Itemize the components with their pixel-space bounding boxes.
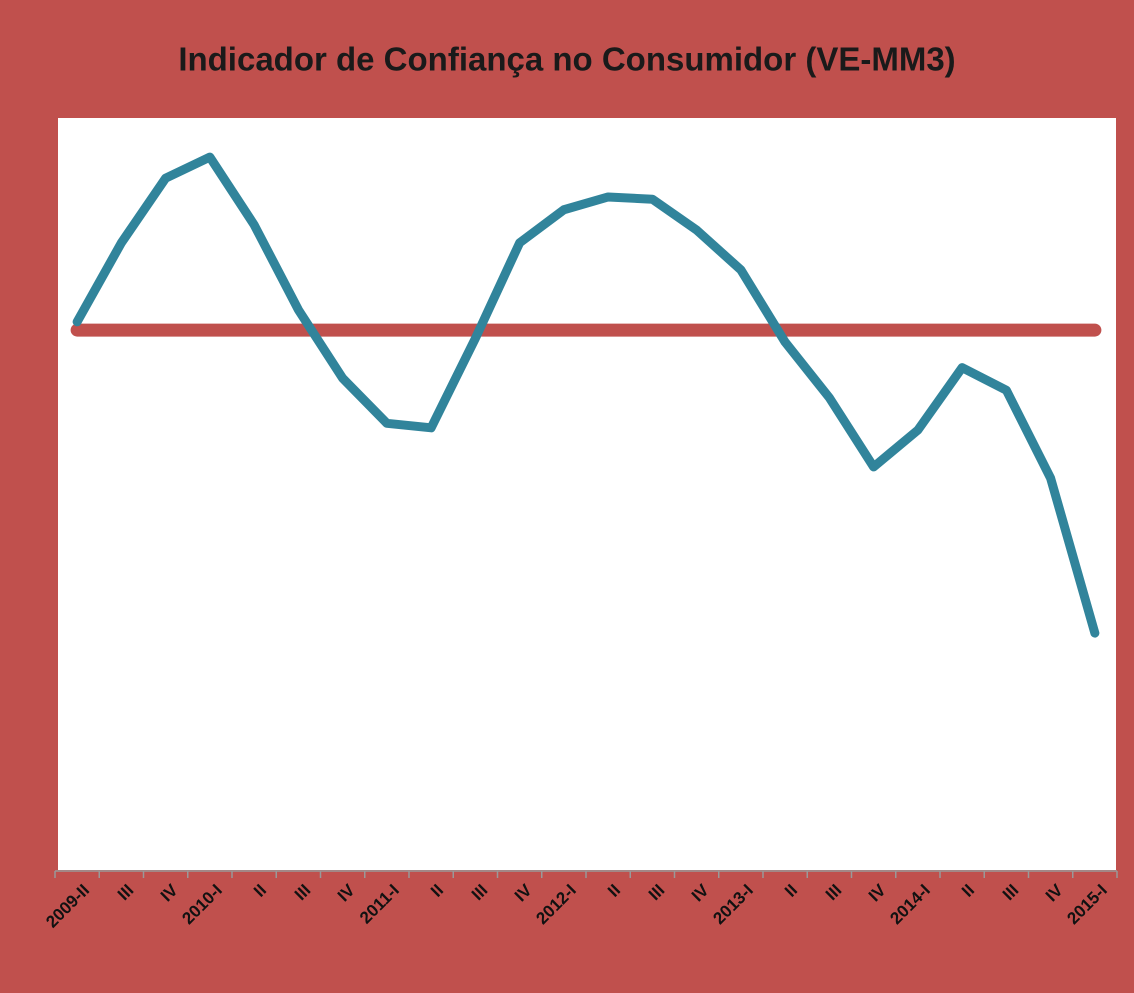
chart-title: Indicador de Confiança no Consumidor (VE…	[178, 41, 955, 78]
plot-area	[58, 118, 1116, 870]
line-series	[72, 152, 1100, 638]
